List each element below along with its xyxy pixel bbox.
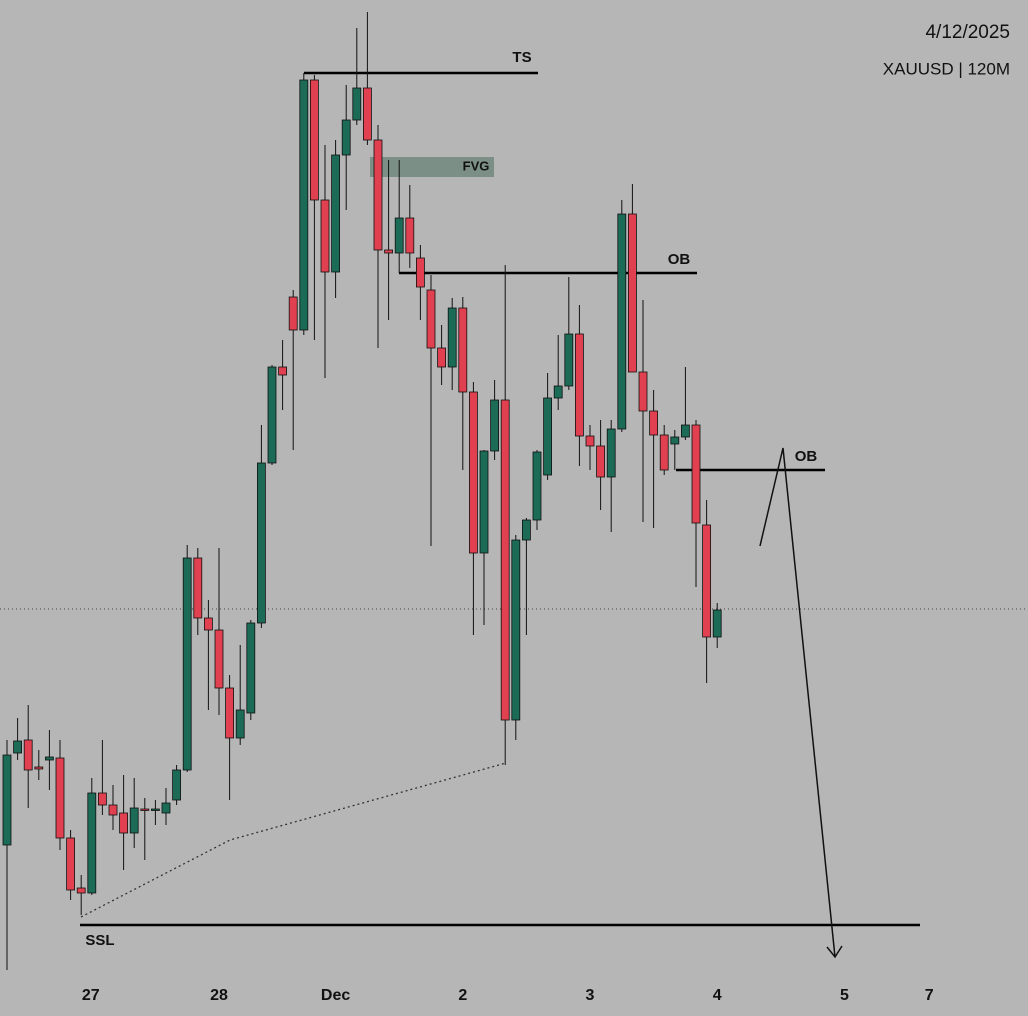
candle-body bbox=[532, 451, 542, 521]
candle-body bbox=[522, 519, 531, 541]
candle-body bbox=[447, 307, 457, 368]
candle-body bbox=[606, 428, 616, 478]
candle-body bbox=[55, 757, 65, 839]
candle-body bbox=[564, 333, 574, 387]
candle-body bbox=[500, 399, 510, 721]
candle-body bbox=[405, 217, 415, 254]
candle-body bbox=[203, 617, 213, 631]
candle-body bbox=[309, 79, 319, 201]
candle-body bbox=[585, 435, 595, 447]
candle-body bbox=[172, 769, 181, 801]
candle-body bbox=[34, 766, 44, 770]
candle-body bbox=[341, 119, 351, 156]
candle-body bbox=[97, 792, 107, 806]
candle-body bbox=[331, 154, 340, 273]
candle-body bbox=[2, 754, 12, 846]
candle-body bbox=[681, 424, 690, 438]
candle-body bbox=[384, 249, 394, 254]
candle-body bbox=[649, 410, 659, 436]
candle-body bbox=[670, 436, 680, 445]
symbol: XAUUSD | 120M bbox=[883, 59, 1010, 78]
x-tick-label: 2 bbox=[458, 987, 467, 1004]
candle-body bbox=[214, 629, 224, 689]
date: 4/12/2025 bbox=[925, 22, 1010, 43]
arrow-head bbox=[826, 945, 843, 959]
candle-body bbox=[617, 213, 627, 430]
annotation: OB bbox=[795, 448, 818, 465]
candle-body bbox=[437, 347, 447, 368]
x-tick-label: 3 bbox=[586, 987, 595, 1004]
candle-body bbox=[267, 366, 277, 464]
candle-body bbox=[288, 296, 298, 331]
candle-body bbox=[363, 87, 372, 141]
candle-body bbox=[246, 622, 256, 714]
candle-body bbox=[225, 687, 234, 739]
candle-body bbox=[553, 385, 563, 399]
x-tick-label: Dec bbox=[321, 987, 350, 1004]
x-tick-label: 7 bbox=[925, 987, 934, 1004]
annotation: TS bbox=[512, 49, 531, 66]
candle-body bbox=[575, 333, 584, 437]
candle-body bbox=[458, 307, 468, 393]
annotation: FVG bbox=[463, 158, 490, 173]
trend-line bbox=[80, 762, 507, 918]
candle-body bbox=[628, 213, 637, 373]
annotation: OB bbox=[668, 251, 691, 268]
candle-body bbox=[76, 887, 86, 894]
candle-body bbox=[479, 450, 489, 554]
candle-body bbox=[256, 462, 266, 624]
projection-arrow bbox=[759, 447, 836, 958]
candle-body bbox=[140, 808, 150, 811]
candle-body bbox=[373, 139, 383, 251]
candle-body bbox=[278, 366, 287, 376]
fvg-zone bbox=[370, 157, 494, 177]
candle-body bbox=[108, 804, 118, 816]
candle-body bbox=[150, 808, 160, 811]
candle-body bbox=[161, 802, 171, 814]
candle-body bbox=[66, 837, 75, 891]
candle-body bbox=[235, 709, 245, 739]
candle-body bbox=[596, 445, 606, 478]
candle-body bbox=[416, 257, 425, 288]
candle-body bbox=[426, 289, 436, 349]
candle-body bbox=[13, 740, 22, 754]
x-tick-label: 28 bbox=[210, 987, 228, 1004]
x-tick-label: 27 bbox=[82, 987, 100, 1004]
candle-body bbox=[119, 812, 128, 834]
annotation: SSL bbox=[85, 932, 114, 949]
candle-body bbox=[193, 557, 203, 619]
candle-body bbox=[44, 756, 54, 761]
candle-body bbox=[638, 371, 648, 412]
candle-body bbox=[320, 199, 330, 273]
candle-body bbox=[394, 217, 404, 254]
candle-body bbox=[299, 79, 309, 331]
candle-body bbox=[511, 539, 521, 721]
candle-body bbox=[87, 792, 97, 894]
x-tick-label: 4 bbox=[713, 987, 722, 1004]
candle-body bbox=[23, 739, 33, 771]
candle-body bbox=[352, 87, 362, 121]
candle-body bbox=[129, 807, 139, 834]
candle-body bbox=[712, 609, 722, 638]
candle-body bbox=[490, 399, 500, 452]
candle-body bbox=[691, 424, 701, 524]
candle-body bbox=[659, 434, 669, 471]
candle-body bbox=[702, 524, 712, 638]
x-tick-label: 5 bbox=[840, 987, 849, 1004]
candle-body bbox=[543, 397, 553, 476]
candle-body bbox=[469, 391, 478, 554]
candle-body bbox=[182, 557, 192, 771]
